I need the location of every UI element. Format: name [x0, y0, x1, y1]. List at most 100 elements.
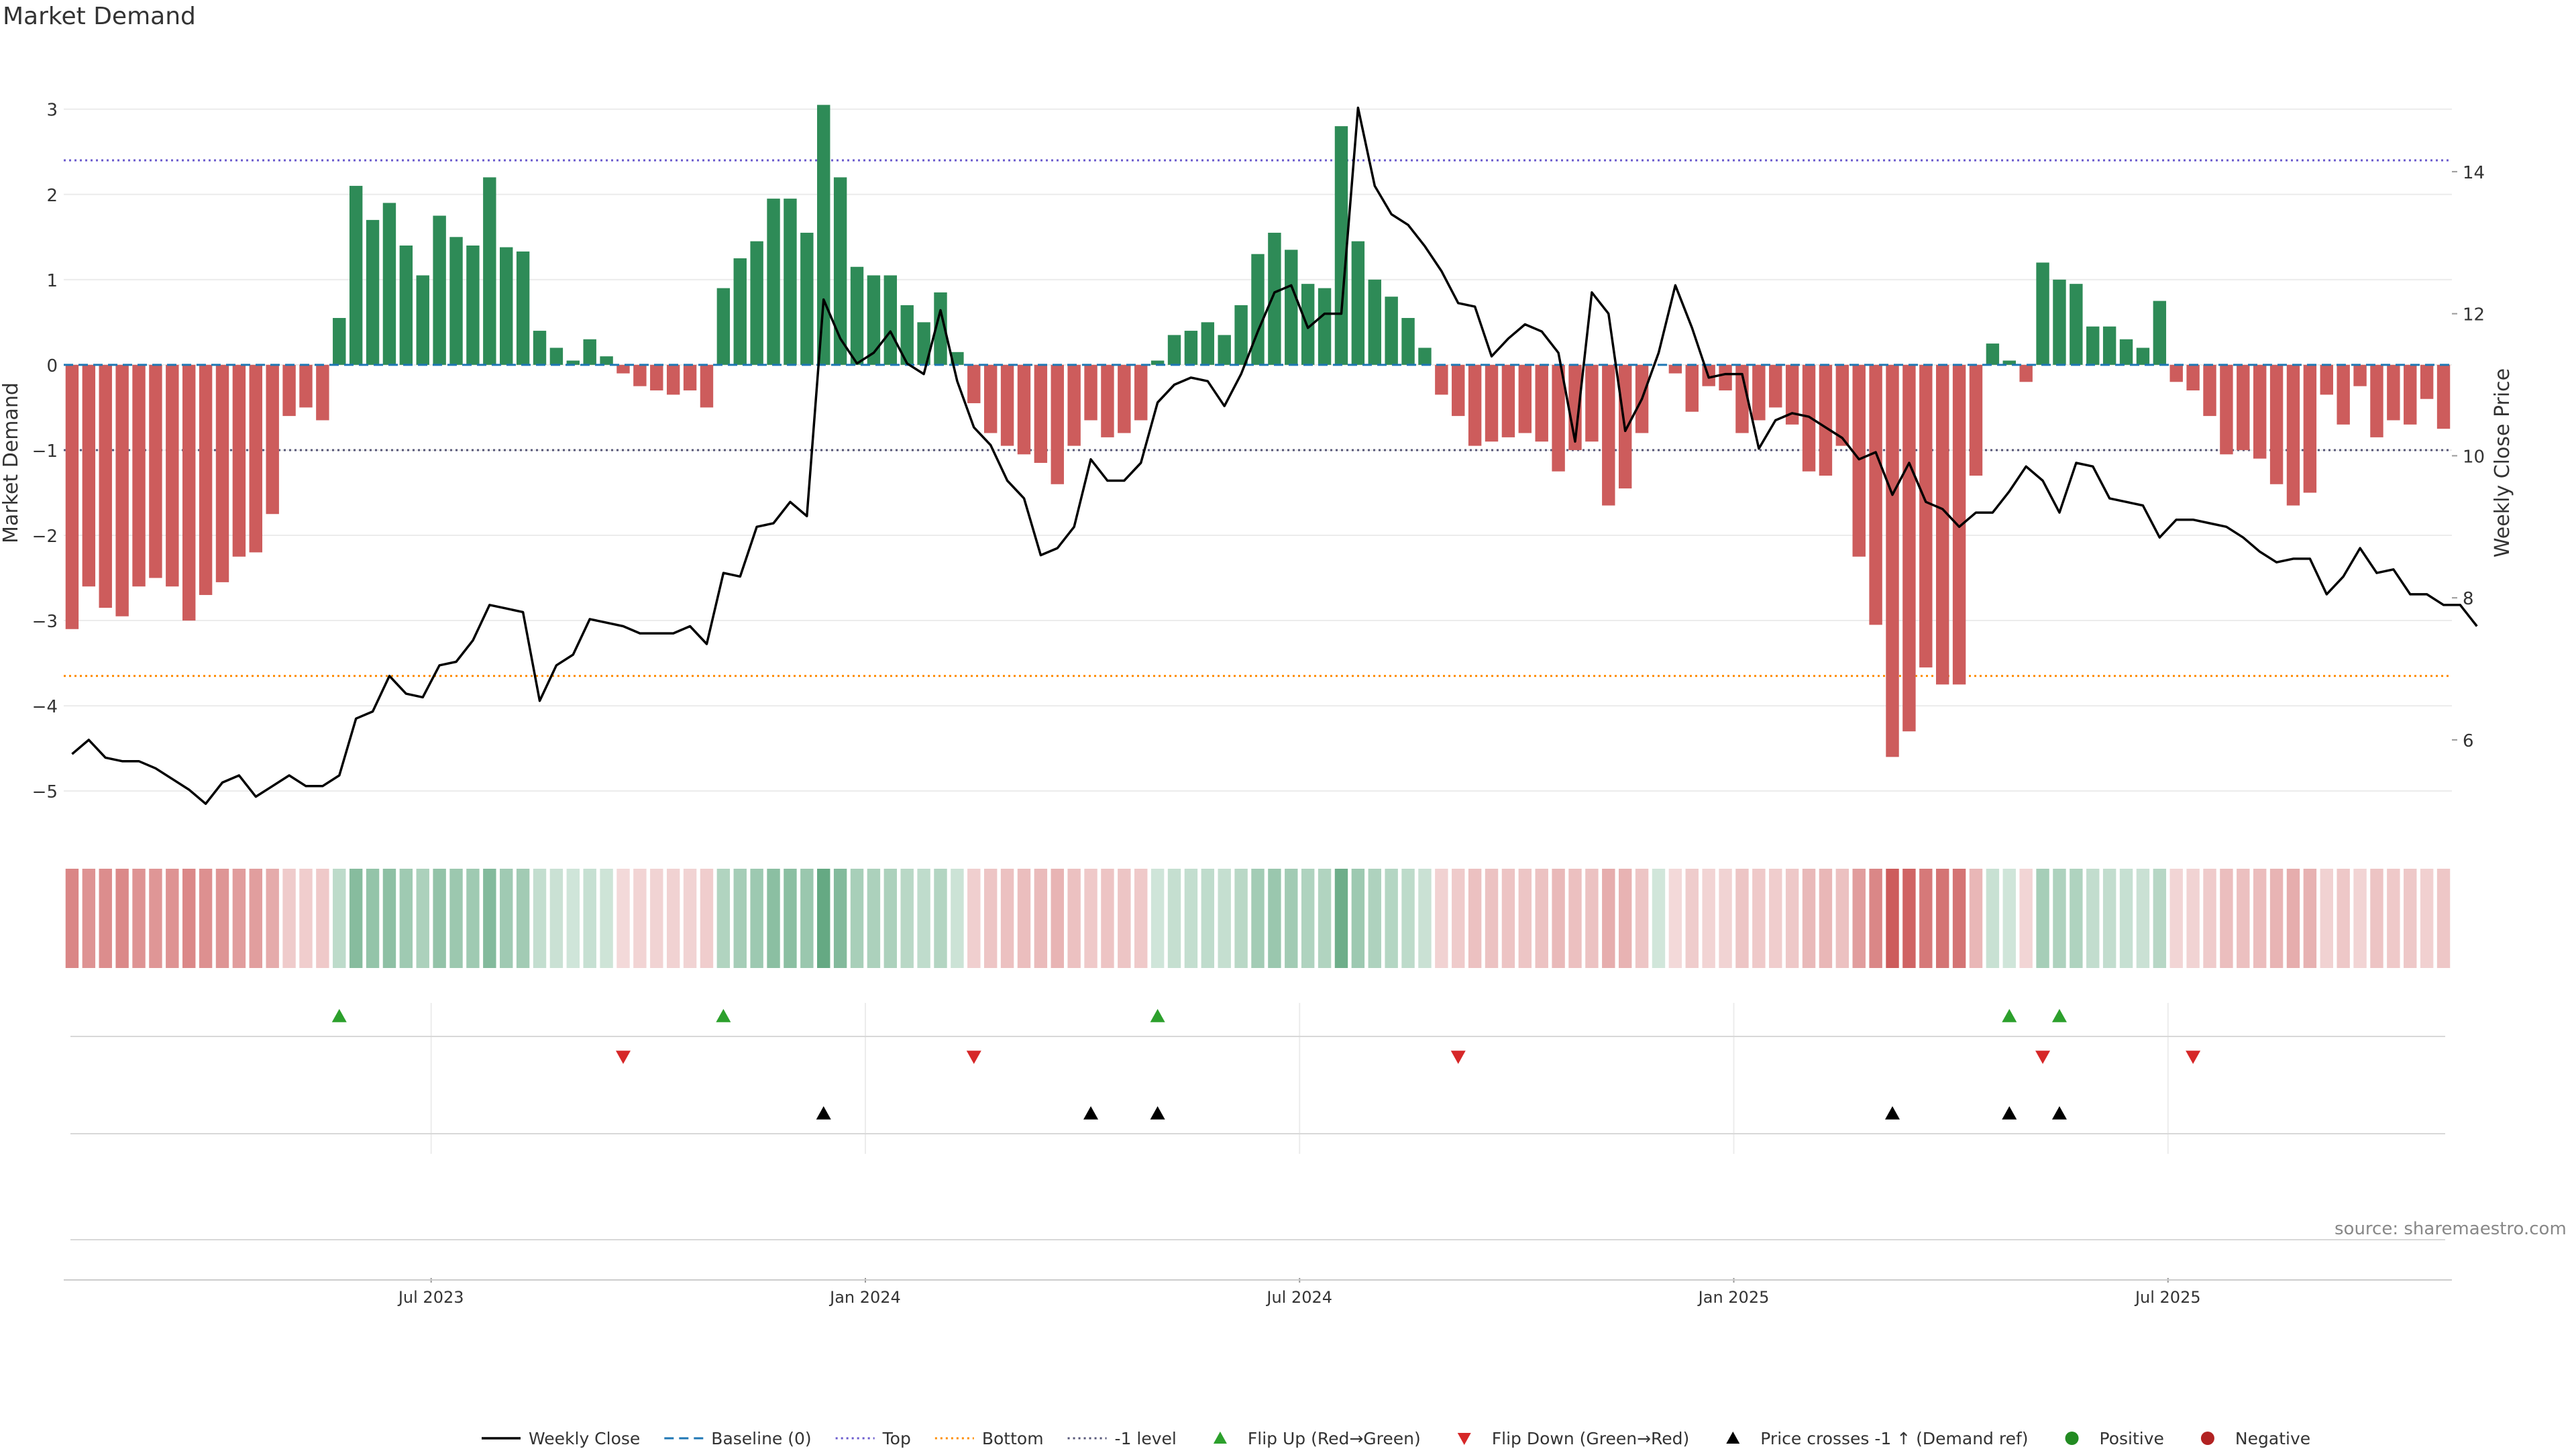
demand-bar: [1351, 241, 1365, 365]
y2-tick-label: 10: [2463, 447, 2485, 467]
demand-bar: [1218, 335, 1231, 365]
demand-strip-cell: [700, 869, 714, 968]
demand-bar: [433, 215, 446, 365]
demand-strip-cell: [1468, 869, 1482, 968]
demand-strip-cell: [416, 869, 429, 968]
x-tick-label: Jan 2025: [1697, 1288, 1770, 1307]
demand-bar: [2337, 364, 2350, 425]
demand-strip-cell: [633, 869, 647, 968]
demand-bar: [349, 186, 363, 365]
demand-strip-cell: [215, 869, 229, 968]
demand-strip-cell: [2086, 869, 2100, 968]
demand-strip-cell: [2420, 869, 2434, 968]
demand-strip-cell: [2320, 869, 2333, 968]
demand-bar: [1067, 364, 1081, 446]
demand-bar: [249, 364, 263, 553]
demand-bar: [1585, 364, 1599, 442]
cross-up-marker: [2002, 1106, 2017, 1120]
demand-bar: [1101, 364, 1114, 437]
demand-strip-cell: [1084, 869, 1097, 968]
demand-bar: [2119, 339, 2133, 365]
demand-strip-cell: [767, 869, 780, 968]
demand-bar: [1150, 360, 1165, 365]
demand-bar: [1368, 279, 1381, 365]
demand-strip-cell: [1568, 869, 1582, 968]
demand-strip-cell: [1034, 869, 1048, 968]
demand-strip-cell: [583, 869, 596, 968]
demand-bar: [1401, 318, 1415, 365]
demand-strip-cell: [951, 869, 964, 968]
demand-strip-cell: [1000, 869, 1014, 968]
demand-bar: [416, 275, 429, 365]
demand-bar: [2070, 284, 2083, 365]
y-tick-label: 3: [46, 101, 58, 121]
demand-bar: [2169, 364, 2183, 382]
demand-strip-cell: [2353, 869, 2367, 968]
flip-down-marker: [615, 1051, 631, 1064]
demand-bar: [2136, 347, 2150, 365]
demand-bar: [1902, 364, 1916, 732]
demand-strip-cell: [1652, 869, 1666, 968]
demand-strip-cell: [1218, 869, 1231, 968]
demand-bar: [2153, 301, 2167, 365]
demand-strip-cell: [1401, 869, 1415, 968]
demand-bar: [2220, 364, 2233, 455]
y-axis-label: Market Demand: [0, 382, 23, 543]
demand-bar: [466, 246, 480, 365]
demand-bar: [1017, 364, 1031, 455]
demand-bar: [2053, 279, 2066, 365]
demand-strip-cell: [666, 869, 680, 968]
demand-strip-cell: [500, 869, 513, 968]
demand-strip-cell: [549, 869, 564, 968]
demand-strip-cell: [1150, 869, 1165, 968]
demand-strip-cell: [2220, 869, 2233, 968]
demand-bar: [1000, 364, 1014, 446]
demand-strip-cell: [333, 869, 346, 968]
flip-up-marker: [716, 1009, 731, 1022]
y-tick-label: 1: [46, 271, 58, 291]
demand-bar: [500, 247, 513, 365]
y-tick-label: 2: [46, 186, 58, 206]
demand-bar: [166, 364, 179, 587]
demand-bar: [382, 203, 396, 365]
demand-strip-cell: [1618, 869, 1632, 968]
legend-label: -1 level: [1115, 1429, 1177, 1448]
demand-strip-cell: [1017, 869, 1031, 968]
demand-bar: [1184, 331, 1198, 365]
demand-bar: [616, 364, 630, 374]
demand-strip-cell: [2337, 869, 2350, 968]
demand-bar: [99, 364, 112, 608]
demand-strip-cell: [867, 869, 881, 968]
x-tick-label: Jan 2024: [828, 1288, 901, 1307]
demand-strip-cell: [99, 869, 112, 968]
demand-strip-cell: [1101, 869, 1114, 968]
demand-bar: [1819, 364, 1833, 476]
demand-bar: [1501, 364, 1515, 437]
legend-label: Price crosses -1 ↑ (Demand ref): [1760, 1429, 2028, 1448]
legend-label: Bottom: [982, 1429, 1044, 1448]
demand-bar: [983, 364, 998, 433]
flip-up-marker: [2051, 1009, 2067, 1022]
demand-bar: [1735, 364, 1749, 433]
demand-strip-cell: [366, 869, 380, 968]
demand-bar: [800, 232, 814, 365]
demand-bar: [1468, 364, 1482, 446]
demand-strip-cell: [1935, 869, 1949, 968]
legend-label: Flip Down (Green→Red): [1492, 1429, 1690, 1448]
demand-bar: [2002, 360, 2016, 365]
demand-strip-cell: [1485, 869, 1499, 968]
demand-bar: [1301, 284, 1315, 365]
demand-bar: [1385, 297, 1398, 365]
demand-bar: [833, 177, 847, 365]
demand-strip-cell: [2102, 869, 2116, 968]
y-tick-label: −2: [32, 527, 58, 547]
source-note: source: sharemaestro.com: [2334, 1219, 2567, 1239]
demand-strip-cell: [2186, 869, 2200, 968]
demand-bar: [1685, 364, 1699, 412]
demand-strip-cell: [1635, 869, 1649, 968]
demand-strip-cell: [1902, 869, 1916, 968]
demand-strip-cell: [2136, 869, 2150, 968]
weekly-close-line: [71, 106, 2478, 805]
demand-strip-cell: [2002, 869, 2016, 968]
demand-strip-cell: [1702, 869, 1715, 968]
